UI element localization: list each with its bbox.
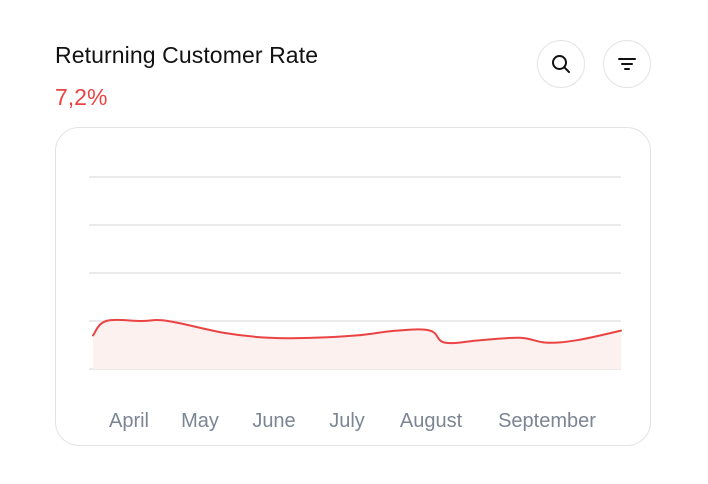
filter-button[interactable] — [603, 40, 651, 88]
chart-title: Returning Customer Rate — [55, 42, 319, 68]
x-tick-label: April — [109, 410, 149, 432]
metric-value: 7,2% — [55, 84, 108, 110]
x-tick-label: May — [181, 410, 219, 432]
search-button[interactable] — [537, 40, 585, 88]
x-tick-label: September — [498, 410, 596, 432]
x-tick-label: June — [252, 410, 295, 432]
chart-area: April May June July August September — [89, 176, 622, 432]
chart-card: April May June July August September — [55, 127, 651, 446]
series-area — [93, 319, 621, 369]
series-line — [92, 318, 622, 345]
x-tick-label: August — [400, 410, 463, 432]
x-tick-label: July — [329, 410, 365, 432]
search-icon — [552, 55, 570, 73]
filter-icon — [618, 58, 636, 70]
